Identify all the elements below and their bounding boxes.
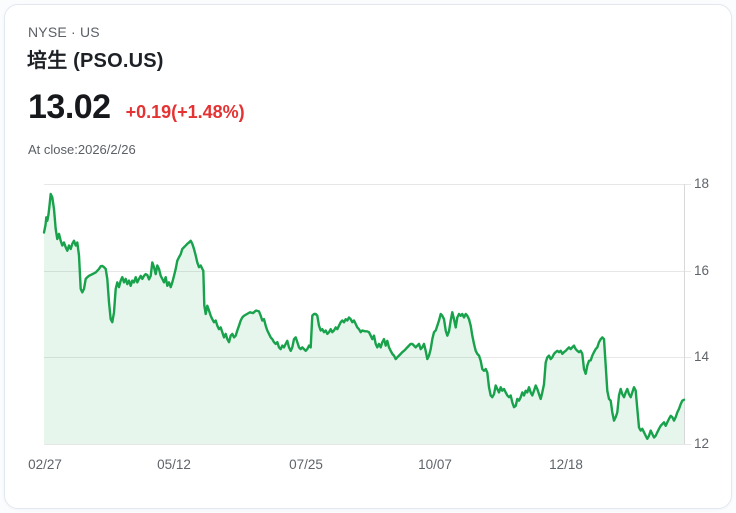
x-axis-label: 07/25	[289, 457, 323, 472]
stock-quote-card: NYSE · US 培生 (PSO.US) 13.02 +0.19(+1.48%…	[4, 4, 732, 509]
x-axis-label: 05/12	[157, 457, 191, 472]
stock-title: 培生 (PSO.US)	[27, 50, 164, 72]
price-chart: 18 16 14 12 02/27 05/12 07/25 10/07 12/18	[28, 177, 730, 484]
x-axis-label: 02/27	[28, 457, 62, 472]
x-axis-label: 10/07	[418, 457, 452, 472]
last-price: 13.02	[28, 88, 111, 126]
price-line	[42, 192, 686, 440]
y-axis-label: 12	[694, 436, 710, 451]
price-row: 13.02 +0.19(+1.48%)	[28, 88, 245, 127]
y-axis-label: 16	[694, 262, 710, 278]
as-of-timestamp: At close:2026/2/26	[28, 142, 136, 157]
y-axis-label: 18	[694, 176, 710, 191]
y-axis-label: 14	[694, 349, 710, 365]
price-change: +0.19(+1.48%)	[125, 102, 245, 122]
exchange-region-label: NYSE · US	[28, 24, 100, 40]
x-axis-label: 12/18	[549, 457, 583, 472]
chart-canvas[interactable]	[42, 184, 692, 446]
price-area-fill	[44, 193, 684, 444]
